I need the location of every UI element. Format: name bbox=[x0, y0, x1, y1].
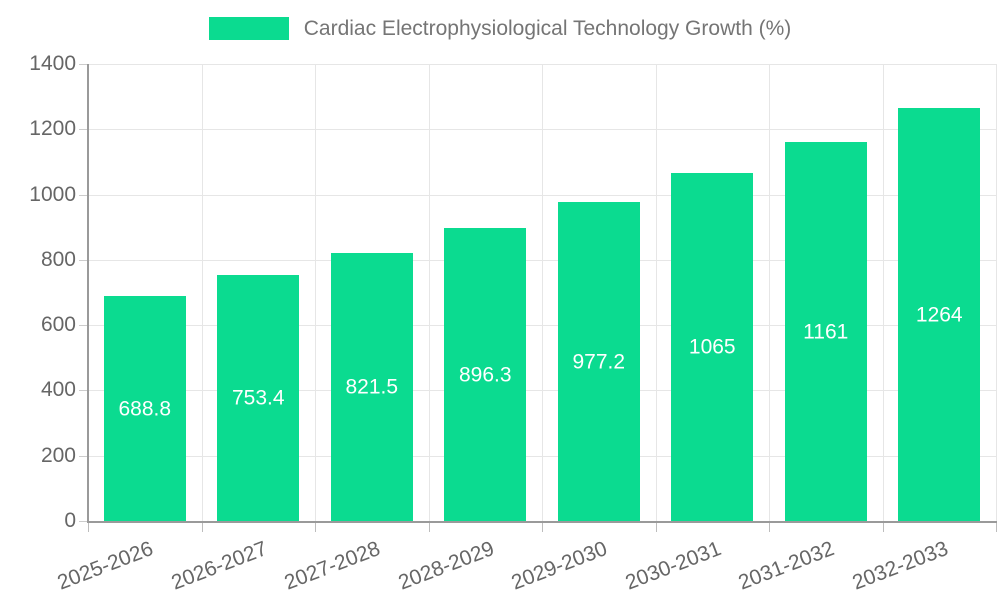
x-gridline bbox=[428, 64, 430, 521]
x-axis-tick bbox=[88, 523, 89, 532]
bar-value-label: 1264 bbox=[915, 303, 963, 327]
y-axis-tick bbox=[79, 64, 88, 65]
bar[interactable] bbox=[217, 275, 300, 521]
x-gridline bbox=[315, 64, 316, 521]
bar[interactable] bbox=[444, 228, 527, 521]
x-axis-tick-label: 2031-2032 bbox=[735, 537, 838, 595]
x-gridline bbox=[996, 64, 997, 521]
bar[interactable] bbox=[330, 252, 413, 521]
y-axis-tick bbox=[79, 129, 88, 131]
y-axis-tick bbox=[79, 455, 88, 457]
x-axis-tick bbox=[315, 523, 316, 532]
x-axis-tick bbox=[882, 523, 884, 532]
bar-value-label: 1065 bbox=[688, 335, 736, 359]
y-axis-tick-label: 1000 bbox=[29, 182, 76, 206]
y-axis-tick-label: 200 bbox=[40, 443, 76, 467]
legend-item[interactable]: Cardiac Electrophysiological Technology … bbox=[0, 17, 1000, 40]
bar[interactable] bbox=[784, 142, 867, 521]
x-gridline bbox=[201, 64, 203, 521]
x-axis-tick bbox=[769, 523, 770, 532]
bar[interactable] bbox=[671, 173, 754, 521]
x-axis-tick bbox=[201, 523, 203, 532]
y-axis-tick bbox=[79, 194, 88, 196]
x-gridline bbox=[882, 64, 884, 521]
bar-value-label: 896.3 bbox=[458, 363, 512, 387]
y-axis-tick-label: 0 bbox=[64, 509, 76, 533]
bar-value-label: 821.5 bbox=[345, 375, 399, 399]
y-axis-tick bbox=[79, 259, 88, 261]
x-axis-tick-label: 2032-2033 bbox=[849, 537, 952, 595]
x-axis-line bbox=[87, 521, 997, 523]
x-axis-tick-label: 2029-2030 bbox=[508, 537, 611, 595]
bar-value-label: 688.8 bbox=[118, 397, 172, 421]
bar-value-label: 977.2 bbox=[572, 350, 626, 373]
x-gridline bbox=[542, 64, 543, 521]
bar-value-label: 753.4 bbox=[231, 386, 285, 410]
bar[interactable] bbox=[898, 108, 981, 521]
y-axis-tick-label: 400 bbox=[40, 378, 76, 402]
y-axis-tick bbox=[79, 521, 88, 522]
x-axis-tick bbox=[428, 523, 430, 532]
y-axis-tick-label: 1400 bbox=[29, 52, 76, 76]
y-axis-tick-label: 800 bbox=[40, 247, 76, 271]
x-axis-tick-label: 2028-2029 bbox=[395, 537, 498, 595]
x-axis-tick bbox=[542, 523, 543, 532]
x-axis-tick bbox=[655, 523, 657, 532]
y-axis-line bbox=[87, 64, 89, 521]
legend-label: Cardiac Electrophysiological Technology … bbox=[303, 17, 792, 40]
x-axis-tick-label: 2026-2027 bbox=[168, 537, 271, 595]
legend-swatch bbox=[208, 17, 289, 40]
x-gridline bbox=[769, 64, 770, 521]
bar[interactable] bbox=[103, 296, 186, 521]
x-axis-tick-label: 2030-2031 bbox=[622, 537, 725, 595]
x-axis-tick-label: 2025-2026 bbox=[54, 537, 157, 595]
y-axis-tick bbox=[79, 325, 88, 327]
y-axis-tick-label: 600 bbox=[40, 313, 76, 337]
x-axis-tick-label: 2027-2028 bbox=[281, 537, 384, 595]
y-axis-tick bbox=[79, 390, 88, 392]
y-axis-tick-label: 1200 bbox=[29, 117, 76, 141]
bar[interactable] bbox=[557, 202, 640, 521]
x-axis-tick bbox=[996, 523, 997, 532]
x-gridline bbox=[655, 64, 657, 521]
bar-value-label: 1161 bbox=[803, 320, 849, 343]
